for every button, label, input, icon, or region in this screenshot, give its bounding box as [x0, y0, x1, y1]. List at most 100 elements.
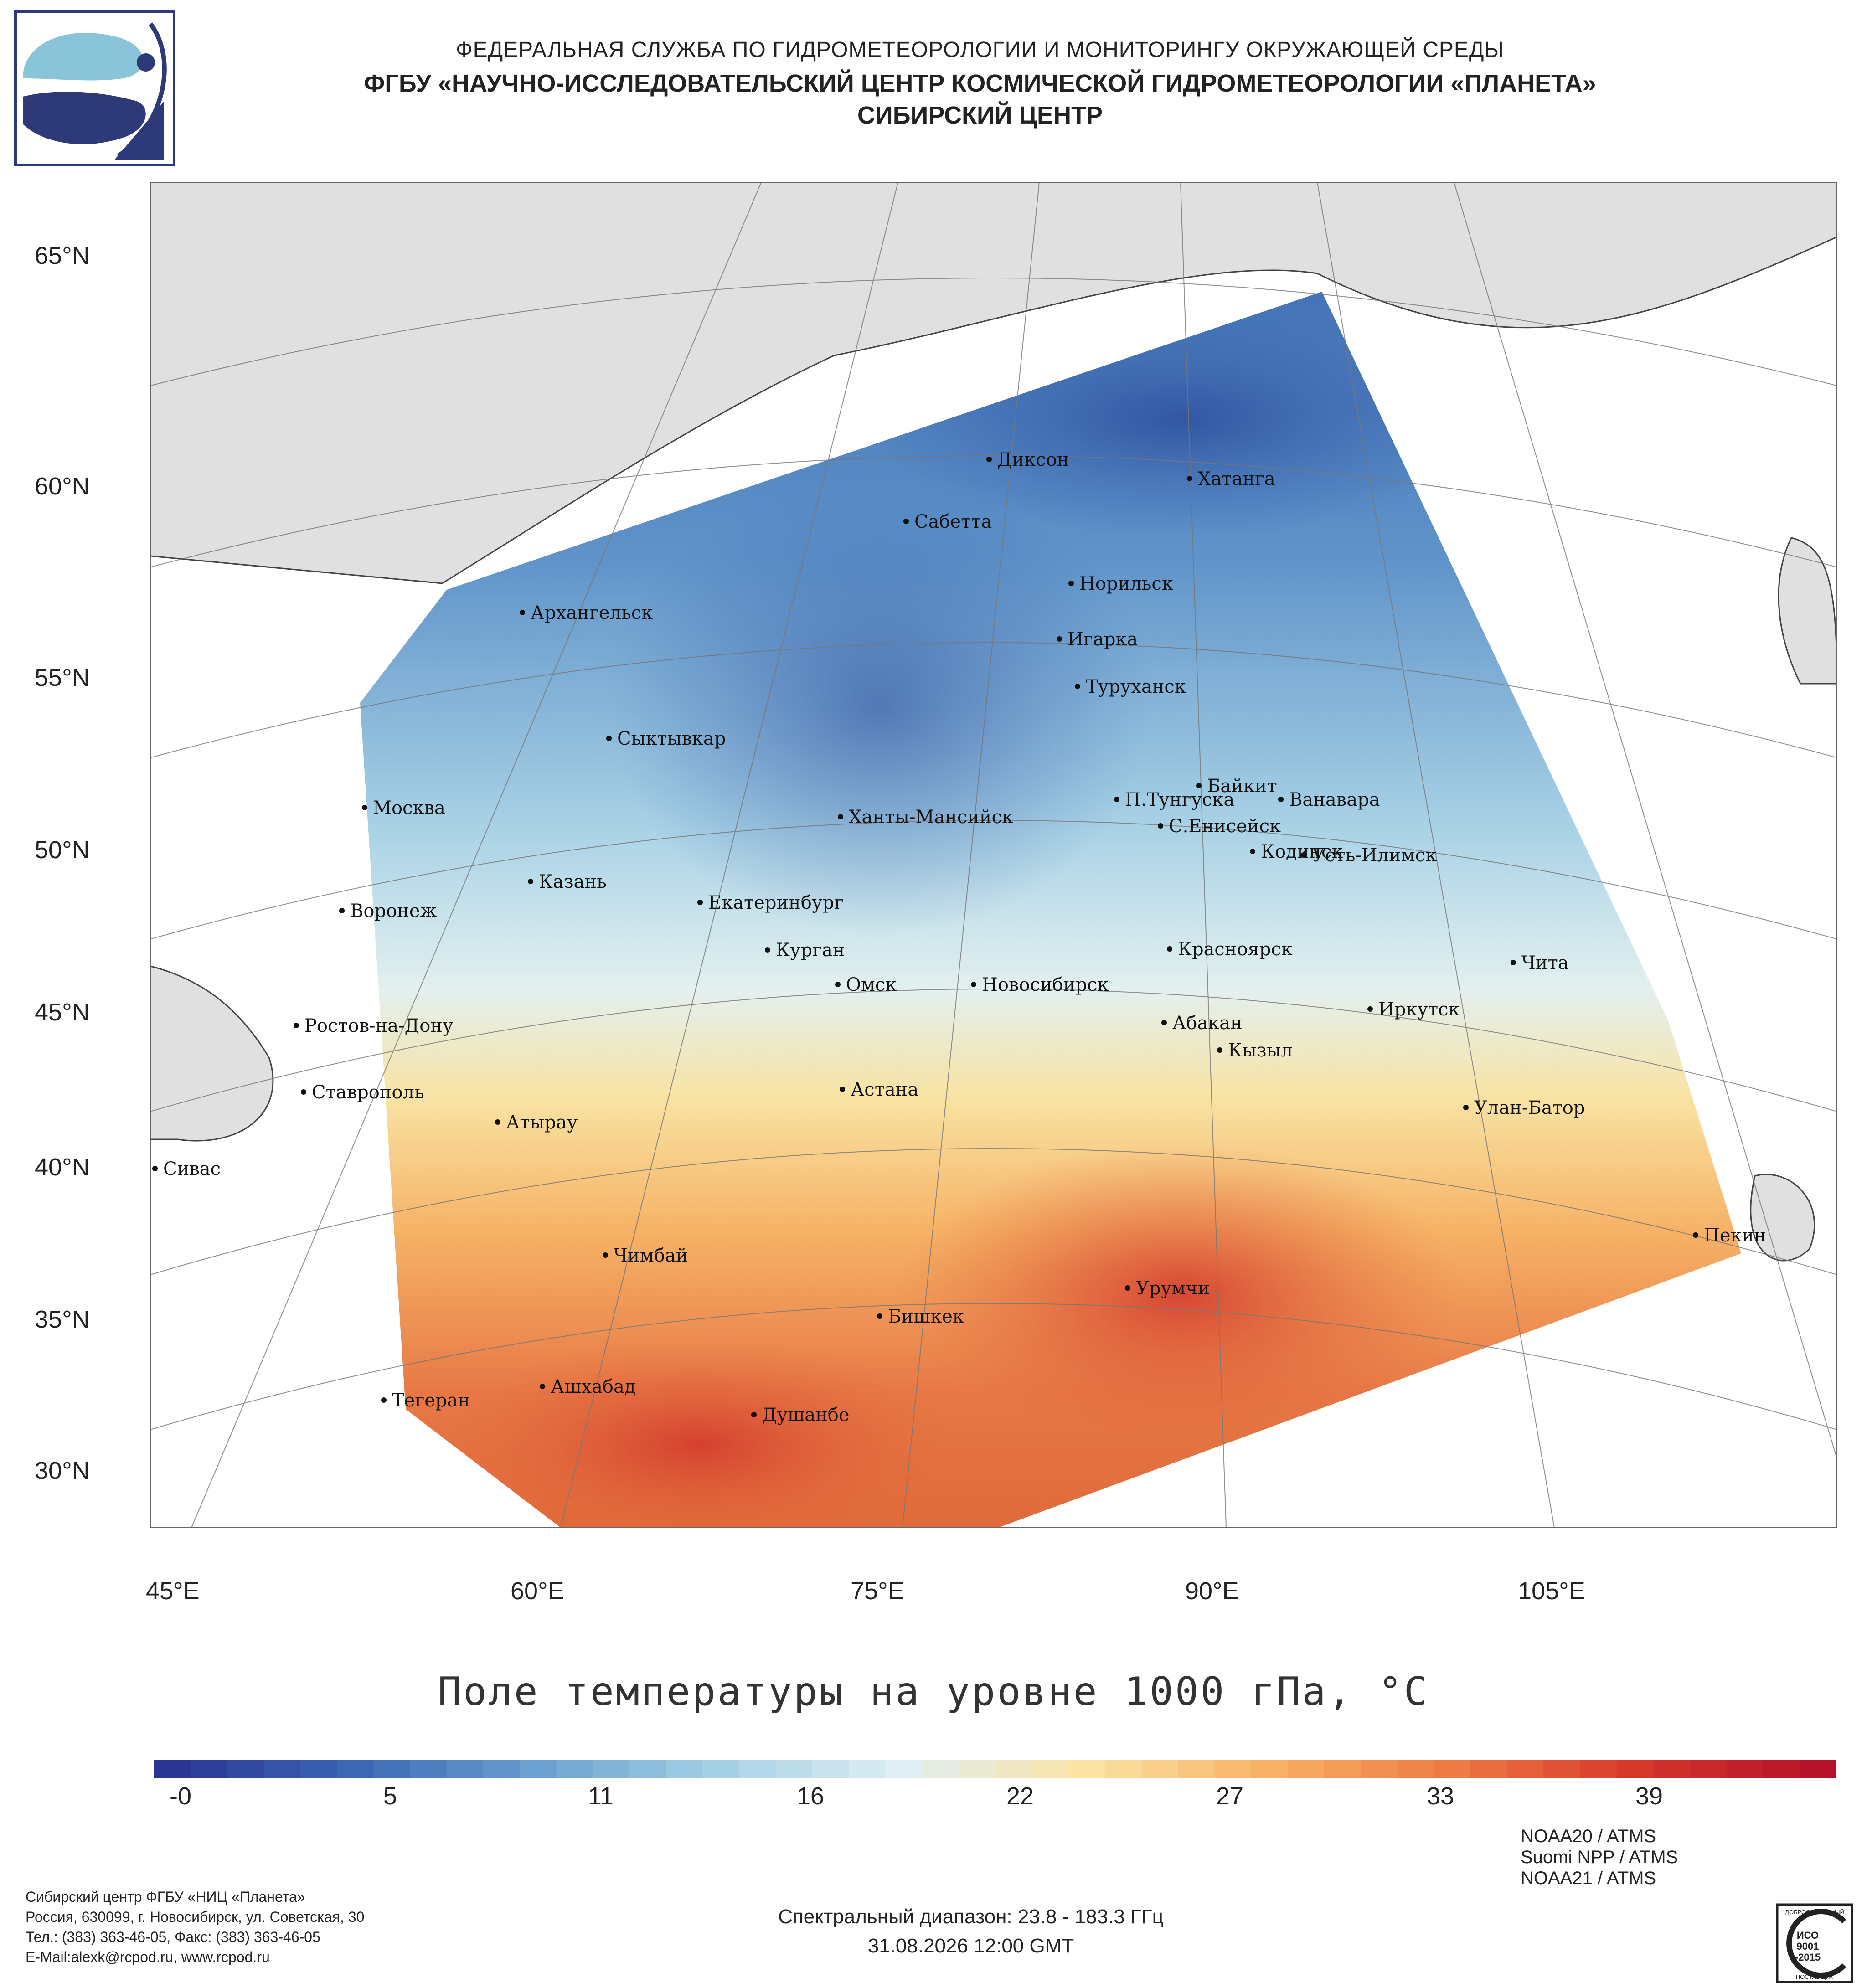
colorbar-cell: [1726, 1760, 1764, 1778]
colorbar-cell: [1690, 1760, 1727, 1778]
colorbar-cell: [1251, 1760, 1288, 1778]
colorbar-tick: 11: [588, 1782, 614, 1810]
iso-number-text: 9001: [1797, 1941, 1819, 1952]
city-marker-dot: [1057, 636, 1062, 642]
satellite-list: NOAA20 / ATMS Suomi NPP / ATMS NOAA21 / …: [1521, 1826, 1678, 1889]
colorbar-cell: [775, 1760, 813, 1778]
city-marker-dot: [1167, 946, 1172, 952]
colorbar-cell: [995, 1760, 1032, 1778]
city-marker-dot: [381, 1397, 387, 1403]
city-label: Тегеран: [392, 1390, 470, 1411]
colorbar-cell: [410, 1760, 447, 1778]
city-marker-dot: [1075, 684, 1080, 689]
city-marker-dot: [301, 1089, 306, 1095]
colorbar-cell: [812, 1760, 850, 1778]
city-label: Игарка: [1068, 629, 1138, 650]
agency-name: ФЕДЕРАЛЬНАЯ СЛУЖБА ПО ГИДРОМЕТЕОРОЛОГИИ …: [456, 38, 1504, 62]
city-label: Кодинск: [1261, 841, 1343, 862]
city-label: Норильск: [1079, 573, 1173, 594]
city-label: Иркутск: [1378, 999, 1460, 1020]
lat-label-55: 55°N: [35, 664, 90, 691]
city-marker-dot: [1367, 1006, 1373, 1012]
city-label: Новосибирск: [982, 974, 1109, 995]
city-marker-dot: [1158, 823, 1163, 829]
org-address: Россия, 630099, г. Новосибирск, ул. Сове…: [26, 1909, 365, 1925]
colorbar-cell: [154, 1760, 191, 1778]
colorbar-cell: [1653, 1760, 1691, 1778]
city-label: С.Енисейск: [1169, 816, 1281, 837]
city-label: Душанбе: [762, 1405, 850, 1426]
city-marker-dot: [294, 1023, 299, 1028]
city-marker-dot: [1301, 852, 1306, 858]
institute-name: ФГБУ «НАУЧНО-ИССЛЕДОВАТЕЛЬСКИЙ ЦЕНТР КОС…: [364, 70, 1596, 97]
colorbar-tick: 27: [1216, 1782, 1244, 1810]
city-label: П.Тунгуска: [1125, 789, 1234, 810]
colorbar-cell: [337, 1760, 374, 1778]
graticule: [150, 182, 1837, 1528]
city-label: Омск: [846, 974, 897, 995]
colorbar-cell: [666, 1760, 703, 1778]
temperature-map: Диксон Хатанга Сабетта Норильск Архангельск И…: [150, 182, 1837, 1528]
colorbar-tick: 39: [1635, 1782, 1663, 1810]
city-label: Байкит: [1207, 776, 1277, 797]
city-marker-dot: [520, 610, 525, 615]
lat-label-50: 50°N: [35, 836, 90, 864]
city-label: Атырау: [506, 1112, 578, 1133]
colorbar-cell: [1287, 1760, 1325, 1778]
city-marker-dot: [1217, 1047, 1222, 1053]
city-label: Казань: [539, 871, 607, 892]
colorbar-tick: 22: [1006, 1782, 1034, 1810]
colorbar-cell: [1434, 1760, 1471, 1778]
map-title: Поле температуры на уровне 1000 гПа, °C: [438, 1669, 1429, 1715]
colorbar-cell: [300, 1760, 338, 1778]
lon-label-60: 60°E: [511, 1577, 564, 1605]
lon-label-90: 90°E: [1185, 1577, 1239, 1605]
colorbar-cell: [520, 1760, 557, 1778]
planeta-logo: [14, 10, 175, 166]
colorbar-cell: [1068, 1760, 1105, 1778]
lat-label-30: 30°N: [35, 1457, 90, 1484]
colorbar-cell: [483, 1760, 521, 1778]
city-label: Чита: [1521, 953, 1569, 973]
city-label: Ванавара: [1289, 789, 1380, 810]
city-marker-dot: [1250, 849, 1255, 854]
city-label: Сыктывкар: [617, 728, 726, 749]
lat-label-65: 65°N: [35, 242, 90, 269]
city-marker-dot: [1187, 476, 1192, 481]
lon-label-105: 105°E: [1518, 1577, 1585, 1605]
colorbar-cell: [1361, 1760, 1398, 1778]
spectral-range: Спектральный диапазон: 23.8 - 183.3 ГГц: [778, 1906, 1164, 1928]
colorbar-cell: [629, 1760, 667, 1778]
colorbar-cell: [1141, 1760, 1179, 1778]
iso-top-text: ДОБРОСОВЕСТНЫЙ: [1785, 1909, 1844, 1916]
city-label: Екатеринбург: [708, 892, 844, 913]
city-marker-dot: [603, 1252, 608, 1258]
colorbar-cell: [446, 1760, 484, 1778]
colorbar-cell: [1104, 1760, 1142, 1778]
colorbar-cell: [191, 1760, 228, 1778]
satellite-item: NOAA20 / ATMS: [1521, 1826, 1656, 1846]
city-label: Бишкек: [888, 1306, 964, 1327]
org-name: Сибирский центр ФГБУ «НИЦ «Планета»: [26, 1889, 305, 1905]
colorbar-cell: [739, 1760, 776, 1778]
colorbar-cell: [702, 1760, 740, 1778]
lon-label-45: 45°E: [146, 1577, 200, 1605]
colorbar-cell: [1324, 1760, 1362, 1778]
observation-datetime: 31.08.2026 12:00 GMT: [867, 1935, 1074, 1957]
city-marker-dot: [1125, 1285, 1130, 1291]
city-marker-dot: [528, 879, 533, 884]
satellite-item: NOAA21 / ATMS: [1521, 1868, 1656, 1888]
colorbar-cell: [1397, 1760, 1434, 1778]
center-name: СИБИРСКИЙ ЦЕНТР: [857, 102, 1103, 129]
city-label: Воронеж: [350, 901, 437, 922]
colorbar-cell: [1763, 1760, 1800, 1778]
colorbar-cell: [1214, 1760, 1252, 1778]
city-label: Хатанга: [1198, 469, 1275, 489]
city-label: Пекин: [1704, 1225, 1766, 1246]
colorbar-cell: [922, 1760, 959, 1778]
city-label: Урумчи: [1136, 1278, 1210, 1299]
city-label: Улан-Батор: [1474, 1097, 1585, 1118]
lat-label-60: 60°N: [35, 473, 90, 500]
lat-label-45: 45°N: [35, 999, 90, 1026]
city-marker-dot: [540, 1384, 545, 1389]
